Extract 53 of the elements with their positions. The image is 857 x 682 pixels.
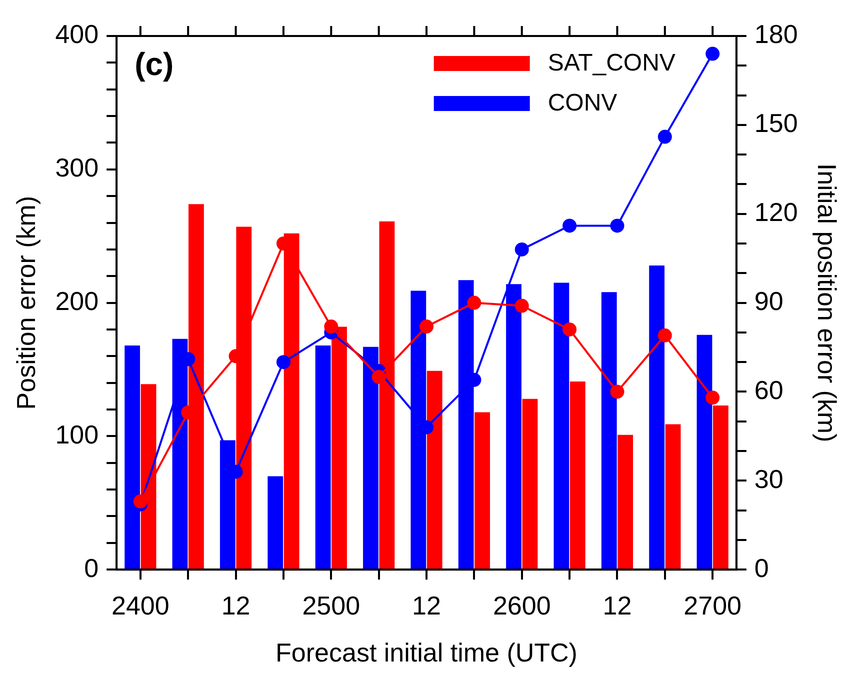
point (610, 384, 624, 399)
y-axis-title: Position error (km) (10, 196, 41, 410)
y-tick-label: 100 (55, 419, 99, 450)
x-tick-label: 12 (602, 590, 632, 620)
y2-axis-title: Initial position error (km) (812, 163, 842, 442)
bar (554, 282, 570, 569)
bar (268, 476, 284, 569)
y2-tick-label: 60 (754, 374, 784, 405)
point (372, 370, 386, 384)
point (658, 130, 672, 144)
point (658, 328, 672, 342)
bar (570, 382, 586, 569)
x-tick-label: 2400 (112, 590, 170, 620)
x-tick-label: 12 (221, 590, 250, 620)
point (514, 298, 529, 313)
y-tick-label: 400 (55, 19, 99, 50)
legend-label: SAT_CONV (548, 50, 676, 77)
bar (665, 424, 681, 569)
bar (426, 370, 442, 569)
point (706, 46, 720, 61)
point (324, 320, 338, 334)
annotation: (c) (134, 46, 174, 82)
bar (696, 334, 712, 569)
bar (315, 345, 331, 569)
y2-tick-label: 30 (754, 464, 784, 494)
x-axis-title: Forecast initial time (UTC) (276, 638, 578, 668)
point (514, 242, 529, 256)
x-tick-label: 2700 (684, 590, 742, 620)
x-tick-label: 2500 (302, 590, 360, 620)
y2-tick-label: 150 (754, 108, 798, 138)
point (562, 322, 577, 336)
bar (601, 292, 617, 569)
y2-tick-label: 90 (754, 286, 784, 316)
y2-tick-label: 120 (754, 197, 798, 228)
y2-tick-label: 0 (754, 552, 769, 583)
bar (522, 398, 538, 569)
bar (618, 434, 634, 569)
point (467, 296, 482, 310)
point (420, 320, 434, 334)
bar (474, 412, 490, 569)
y-tick-label: 300 (55, 152, 99, 183)
point (276, 355, 290, 370)
y2-tick-label: 180 (754, 19, 798, 50)
point (706, 390, 720, 405)
x-tick-label: 2600 (492, 590, 551, 620)
point (610, 218, 624, 233)
point (562, 218, 577, 233)
x-tick-label: 12 (412, 590, 441, 620)
bar (649, 265, 664, 569)
point (133, 494, 148, 508)
y-tick-label: 200 (55, 286, 99, 316)
y-tick-label: 0 (84, 552, 99, 583)
legend-label: CONV (548, 90, 618, 117)
